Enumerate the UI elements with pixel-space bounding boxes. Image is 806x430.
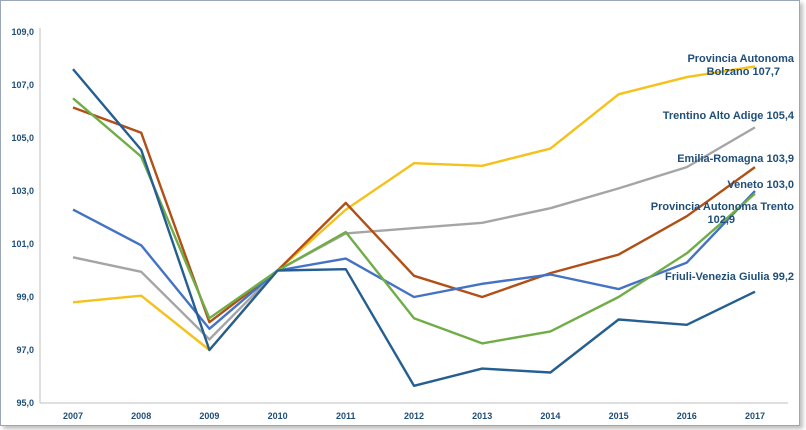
x-tick-label: 2014 — [540, 411, 560, 421]
axes: 95,0 97,0 99,0 101,0 103,0 105,0 107,0 109,0 200… — [11, 27, 788, 421]
series-annotations: Provincia Autonoma Bolzano 107,7 Trentino … — [651, 53, 795, 283]
y-tick-label: 97,0 — [16, 345, 34, 355]
y-tick-label: 101,0 — [11, 239, 34, 249]
x-tick-label: 2009 — [199, 411, 219, 421]
series-annotation: Trentino Alto Adige 105,4 — [663, 110, 795, 122]
series-line-3 — [72, 190, 756, 330]
x-tick-label: 2013 — [472, 411, 492, 421]
x-tick-label: 2008 — [131, 411, 151, 421]
x-tick-label: 2007 — [63, 411, 83, 421]
series-line-5 — [72, 68, 756, 387]
y-tick-label: 105,0 — [11, 133, 34, 143]
series-line-1 — [72, 126, 756, 341]
series-line-4 — [72, 97, 756, 345]
series-line-2 — [72, 106, 756, 324]
y-tick-label: 103,0 — [11, 186, 34, 196]
x-tick-label: 2010 — [268, 411, 288, 421]
y-tick-label: 109,0 — [11, 27, 34, 37]
x-tick-label: 2012 — [404, 411, 424, 421]
y-tick-label: 107,0 — [11, 80, 34, 90]
series-annotation: Provincia Autonoma Trento 102,9 — [651, 201, 795, 226]
x-tick-label: 2011 — [336, 411, 356, 421]
x-tick-label: 2015 — [609, 411, 629, 421]
series-annotation: Friuli-Venezia Giulia 99,2 — [665, 271, 794, 283]
x-tick-label: 2017 — [745, 411, 765, 421]
y-tick-label: 99,0 — [16, 292, 34, 302]
series-lines — [72, 65, 756, 387]
series-annotation: Emilia-Romagna 103,9 — [677, 153, 794, 165]
series-annotation: Provincia Autonoma Bolzano 107,7 — [687, 53, 794, 78]
series-line-0 — [72, 65, 756, 352]
y-tick-label: 95,0 — [16, 398, 34, 408]
series-annotation: Veneto 103,0 — [727, 179, 794, 191]
x-tick-label: 2016 — [677, 411, 697, 421]
